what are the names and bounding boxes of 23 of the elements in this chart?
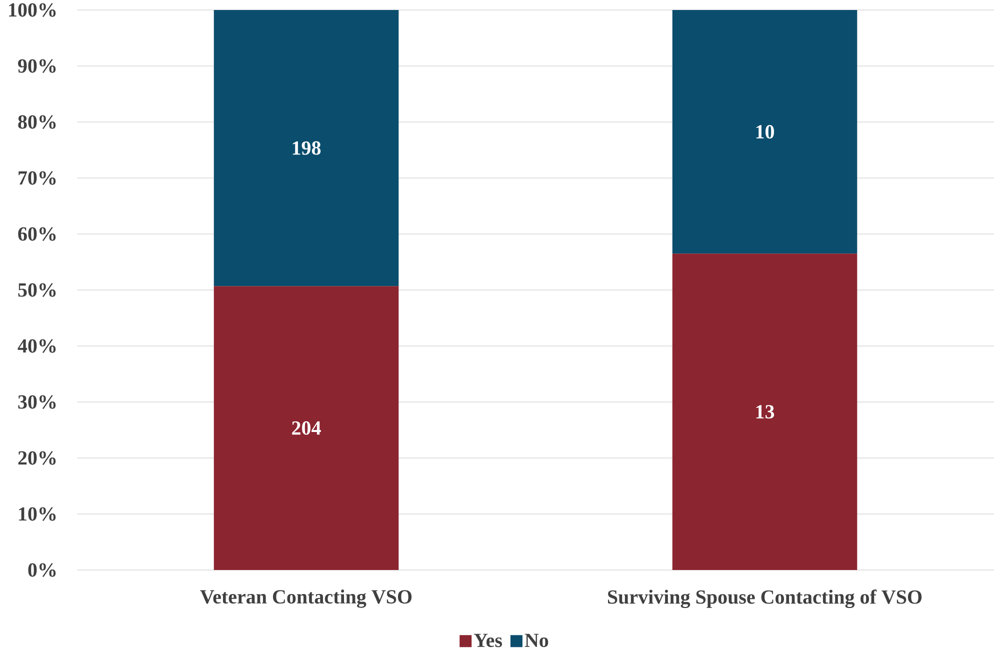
- bar: [672, 254, 858, 570]
- annotation: 13: [756, 405, 774, 419]
- y-tick-label: 50%: [18, 283, 56, 297]
- y-tick-label: 90%: [18, 59, 56, 73]
- bar: [214, 286, 399, 570]
- y-tick-label: 20%: [18, 451, 56, 465]
- y-tick-label: 100%: [9, 3, 56, 17]
- annotation: 198: [292, 141, 321, 155]
- legend-label: Yes: [474, 634, 502, 648]
- y-tick-label: 80%: [18, 115, 56, 129]
- y-tick-label: 0%: [28, 563, 56, 577]
- y-tick-label: 30%: [18, 395, 56, 409]
- y-tick-label: 60%: [18, 227, 56, 241]
- y-tick-label: 10%: [19, 507, 56, 521]
- x-tick-label: Veteran Contacting VSO: [200, 590, 412, 608]
- x-tick-label: Surviving Spouse Contacting of VSO: [608, 590, 922, 608]
- y-tick-label: 40%: [18, 339, 56, 353]
- annotation: 204: [292, 421, 321, 435]
- bar: [214, 10, 399, 286]
- legend-label: No: [524, 634, 548, 648]
- annotation: 10: [756, 125, 774, 139]
- bar: [672, 10, 858, 254]
- y-tick-label: 70%: [18, 171, 56, 185]
